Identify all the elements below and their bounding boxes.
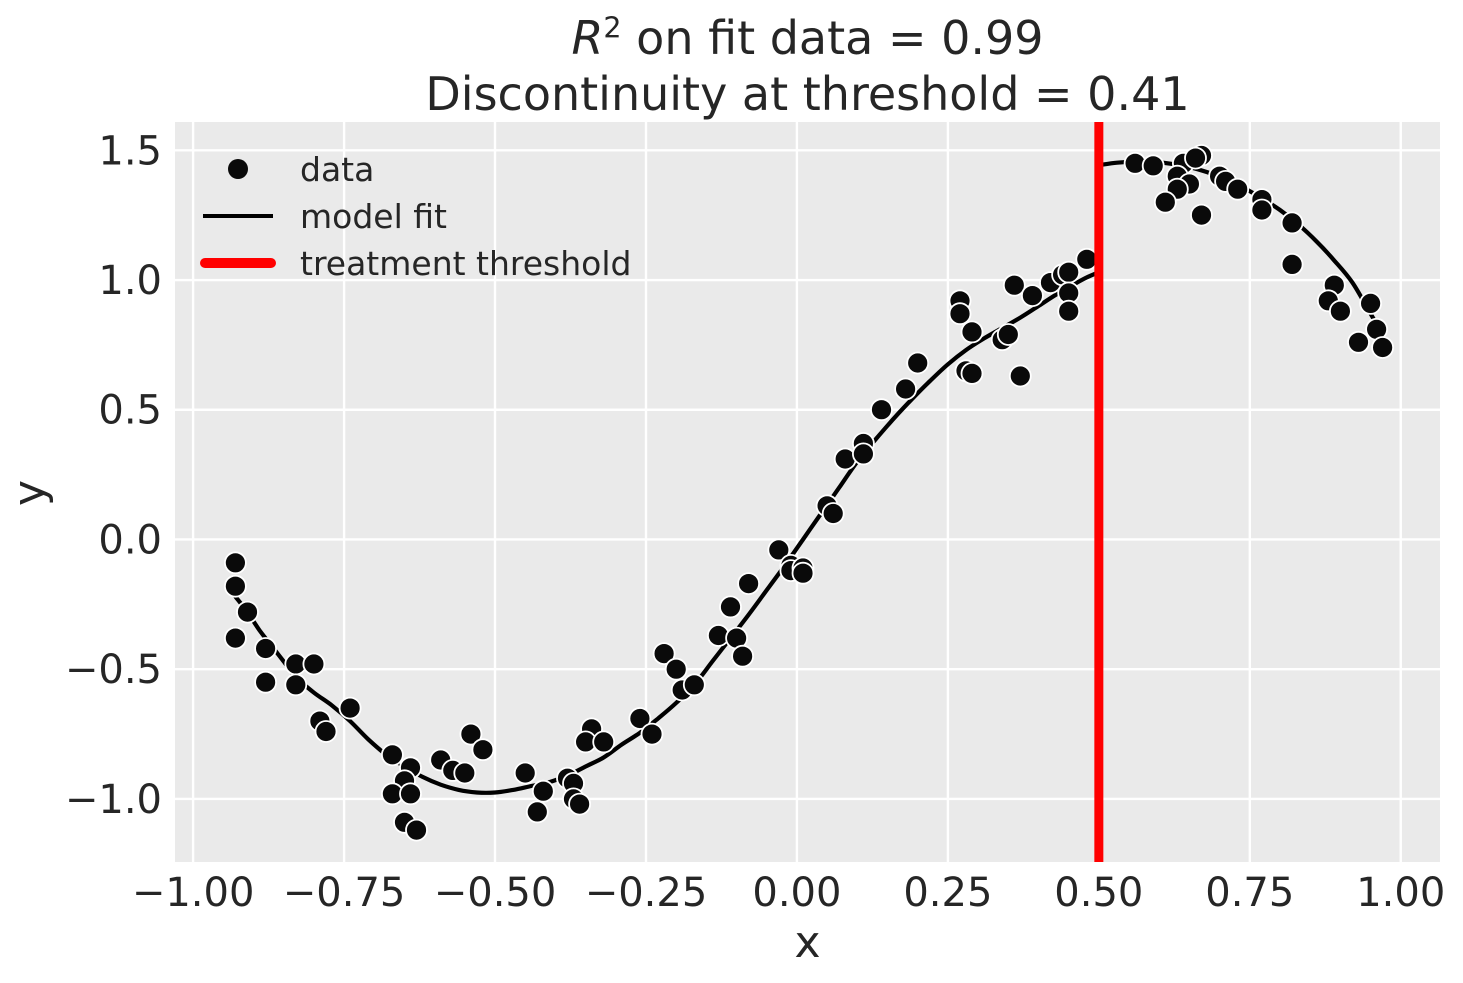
data-point	[1347, 330, 1370, 354]
x-tick-label: 0.25	[903, 870, 992, 916]
data-point	[652, 642, 676, 665]
data-point	[1280, 211, 1304, 235]
data-point	[1190, 203, 1213, 227]
x-tick-label: 0.50	[1054, 870, 1143, 916]
data-point	[338, 696, 362, 720]
data-point	[531, 779, 555, 803]
data-point	[1002, 273, 1026, 297]
x-tick-label: −0.75	[283, 870, 406, 916]
y-axis-label: y	[4, 480, 55, 506]
data-point	[1250, 198, 1274, 222]
title-line-1-text: on fit data = 0.99	[621, 11, 1044, 65]
data-point	[1184, 146, 1207, 170]
legend-label: treatment threshold	[300, 244, 631, 283]
data-point	[996, 323, 1020, 346]
x-axis-label: x	[794, 917, 820, 968]
data-point	[664, 657, 688, 681]
y-tick-label: 1.5	[98, 128, 162, 174]
data-point	[960, 361, 984, 385]
data-point	[640, 722, 664, 746]
title-line-1: R2 on fit data = 0.99	[175, 10, 1440, 66]
x-tick-label: −0.25	[585, 870, 708, 916]
data-point	[737, 572, 760, 595]
data-point	[223, 626, 247, 650]
data-point	[314, 720, 338, 743]
data-point	[791, 561, 815, 585]
data-point	[284, 673, 308, 697]
x-tick-label: −1.00	[132, 870, 255, 916]
data-point	[513, 761, 537, 785]
x-tick-label: 1.00	[1356, 870, 1445, 916]
data-point	[254, 637, 278, 660]
data-point	[1359, 291, 1382, 315]
data-point	[870, 398, 893, 422]
data-point	[223, 551, 247, 575]
legend-label: data	[300, 150, 374, 189]
data-point	[405, 818, 428, 842]
x-tick-label: −0.50	[434, 870, 557, 916]
data-point	[1057, 299, 1081, 323]
chart-title: R2 on fit data = 0.99 Discontinuity at t…	[175, 10, 1440, 122]
data-point	[1226, 177, 1250, 201]
title-r-exponent: 2	[603, 11, 622, 45]
data-point	[1057, 260, 1081, 284]
data-point	[682, 673, 706, 697]
data-point	[1075, 247, 1099, 271]
data-point	[254, 670, 278, 694]
y-tick-label: −1.0	[65, 777, 162, 823]
data-point	[459, 722, 483, 746]
data-point	[948, 302, 972, 326]
data-point	[302, 652, 326, 676]
data-point	[568, 792, 591, 816]
data-point	[852, 442, 875, 466]
legend-label: model fit	[300, 197, 447, 236]
data-point	[894, 377, 917, 401]
plot-background	[175, 122, 1440, 862]
data-point	[1371, 336, 1394, 359]
data-point	[1153, 190, 1177, 214]
data-point	[1141, 154, 1165, 178]
data-point	[1280, 252, 1304, 276]
data-point	[628, 707, 652, 730]
data-point	[731, 644, 754, 668]
data-point	[719, 595, 742, 619]
y-tick-label: 0.0	[98, 517, 162, 563]
title-line-2: Discontinuity at threshold = 0.41	[425, 67, 1190, 122]
title-r-symbol: R	[571, 11, 604, 65]
data-point	[223, 574, 247, 598]
data-point	[1008, 364, 1032, 388]
x-tick-label: 0.75	[1205, 870, 1294, 916]
data-point	[960, 320, 984, 344]
data-point	[236, 600, 259, 624]
data-point	[453, 761, 477, 785]
y-tick-label: 1.0	[98, 258, 162, 304]
data-point	[592, 730, 616, 754]
data-point	[906, 351, 930, 375]
legend-marker-dot	[228, 159, 248, 179]
data-point	[525, 800, 549, 824]
y-tick-label: −0.5	[65, 647, 162, 693]
data-point	[471, 738, 495, 762]
x-tick-label: 0.00	[752, 870, 841, 916]
data-point	[380, 743, 404, 767]
data-point	[1021, 284, 1044, 308]
data-point	[821, 502, 845, 525]
data-point	[767, 538, 791, 562]
data-point	[399, 782, 422, 806]
data-point	[1329, 299, 1352, 323]
y-tick-label: 0.5	[98, 388, 162, 434]
